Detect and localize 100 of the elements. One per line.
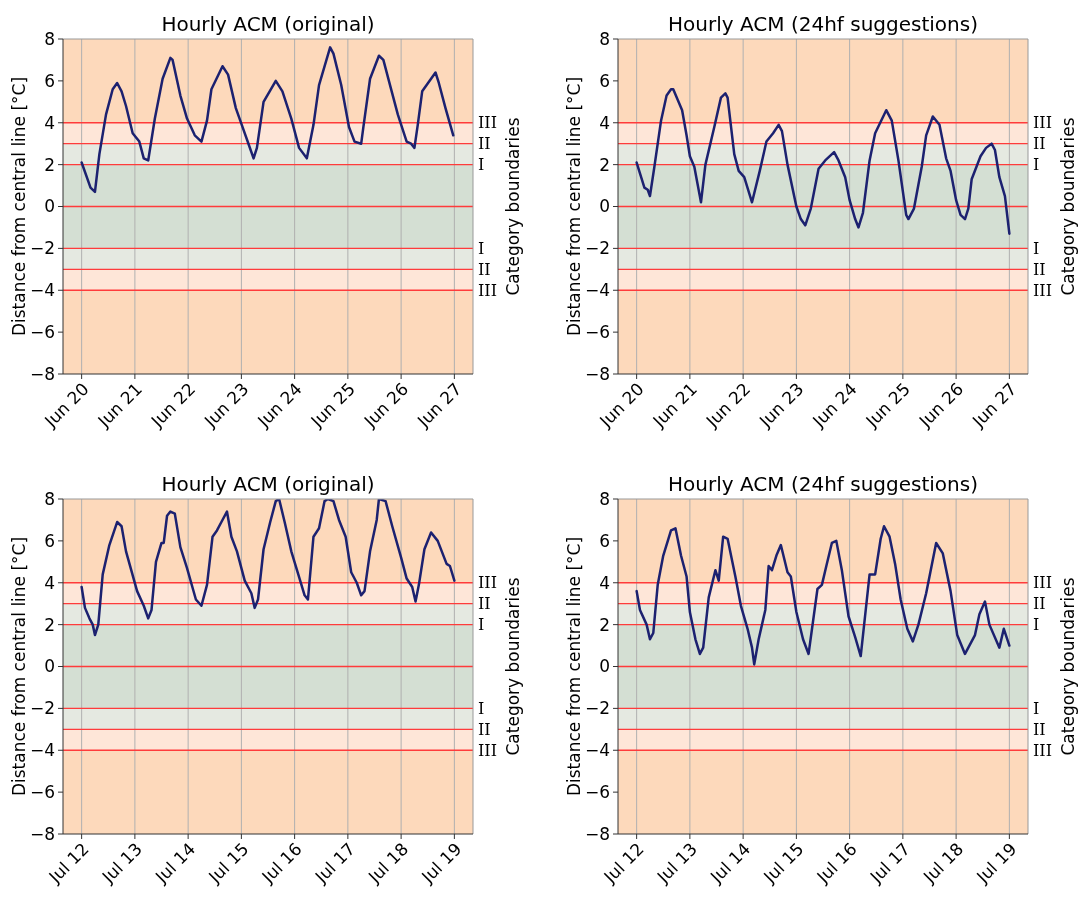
x-tick-label: Jul 19 (416, 838, 466, 888)
x-tick-label: Jul 19 (971, 838, 1021, 888)
y-tick-label: −4 (584, 280, 610, 301)
ref-line-label: II (1033, 594, 1046, 614)
ref-line-label: I (478, 155, 485, 175)
y-axis-title: Distance from central line [°C] (9, 76, 29, 337)
ref-line-label: II (1033, 134, 1046, 154)
ref-line-label: III (1033, 573, 1052, 593)
ref-line-label: III (478, 740, 497, 760)
ref-line-label: III (478, 573, 497, 593)
x-tick-label: Jun 22 (146, 378, 200, 432)
x-tick-label: Jul 13 (97, 838, 146, 888)
y-tick-label: 4 (599, 112, 610, 133)
y-tick-label: 4 (44, 112, 55, 133)
y-tick-label: −6 (584, 782, 610, 803)
y-tick-label: −6 (29, 322, 55, 343)
y-tick-label: −4 (584, 740, 610, 761)
ref-line-label: III (1033, 280, 1052, 300)
x-tick-label: Jul 15 (203, 838, 253, 888)
ref-line-label: II (1033, 719, 1046, 739)
x-tick-label: Jun 23 (754, 378, 808, 432)
ref-line-label: I (478, 698, 485, 718)
x-tick-label: Jun 25 (306, 378, 359, 432)
ref-line-label: II (1033, 259, 1046, 279)
y-tick-label: 2 (44, 614, 55, 635)
x-tick-label: Jun 24 (252, 378, 306, 432)
y-tick-label: 6 (599, 530, 610, 551)
y-tick-label: 0 (44, 656, 55, 677)
y-tick-label: 0 (599, 656, 610, 677)
x-tick-label: Jun 26 (914, 378, 968, 432)
x-tick-label: Jul 17 (310, 838, 359, 888)
ref-line-label: III (478, 280, 497, 300)
x-tick-label: Jul 15 (758, 838, 808, 888)
x-tick-label: Jun 23 (199, 378, 253, 432)
y-tick-label: 6 (599, 70, 610, 91)
x-tick-label: Jun 27 (967, 378, 1021, 432)
x-tick-label: Jul 16 (812, 838, 861, 888)
y-tick-label: −8 (584, 823, 610, 844)
x-tick-label: Jun 25 (861, 378, 914, 432)
y-tick-label: −8 (584, 363, 610, 384)
y-tick-label: −6 (29, 782, 55, 803)
ref-line-label: I (478, 615, 485, 635)
y-tick-label: −2 (584, 238, 610, 259)
x-tick-label: Jul 18 (918, 838, 968, 888)
y-axis-title: Distance from central line [°C] (9, 536, 29, 797)
y-axis-title: Distance from central line [°C] (564, 536, 584, 797)
x-tick-label: Jun 26 (359, 378, 413, 432)
y-tick-label: −8 (29, 363, 55, 384)
ref-line-label: II (478, 594, 491, 614)
y-tick-label: 8 (599, 488, 610, 509)
y-tick-label: 0 (44, 196, 55, 217)
x-tick-label: Jun 22 (701, 378, 755, 432)
chart-title: Hourly ACM (original) (161, 12, 375, 36)
y-tick-label: 8 (44, 488, 55, 509)
chart-title: Hourly ACM (24hf suggestions) (668, 12, 978, 36)
x-tick-label: Jul 13 (652, 838, 701, 888)
y-axis-title: Distance from central line [°C] (564, 76, 584, 337)
x-tick-label: Jul 14 (150, 838, 200, 888)
y-tick-label: −2 (29, 238, 55, 259)
ref-line-label: III (1033, 740, 1052, 760)
y-tick-label: 8 (599, 28, 610, 49)
y2-axis-title: Category boundaries (1057, 117, 1078, 296)
x-tick-label: Jul 17 (865, 838, 914, 888)
x-tick-label: Jun 21 (93, 378, 146, 432)
x-tick-label: Jun 24 (807, 378, 861, 432)
y-tick-label: 0 (599, 196, 610, 217)
y-tick-label: 6 (44, 70, 55, 91)
ref-line-label: I (1033, 238, 1040, 258)
y-tick-label: −4 (29, 740, 55, 761)
chart-title: Hourly ACM (original) (161, 472, 375, 496)
ref-line-label: I (1033, 698, 1040, 718)
ref-line-label: III (1033, 113, 1052, 133)
ref-line-label: I (1033, 615, 1040, 635)
y-tick-label: 4 (599, 572, 610, 593)
y-tick-label: −6 (584, 322, 610, 343)
x-tick-label: Jun 27 (412, 378, 466, 432)
x-tick-label: Jul 14 (705, 838, 755, 888)
ref-line-label: II (478, 719, 491, 739)
y-tick-label: 2 (599, 614, 610, 635)
y-tick-label: 2 (44, 154, 55, 175)
y-tick-label: 4 (44, 572, 55, 593)
y2-axis-title: Category boundaries (1057, 577, 1078, 756)
ref-line-label: I (478, 238, 485, 258)
x-tick-label: Jul 16 (257, 838, 306, 888)
y2-axis-title: Category boundaries (502, 577, 523, 756)
chart-title: Hourly ACM (24hf suggestions) (668, 472, 978, 496)
ref-line-label: II (478, 134, 491, 154)
ref-line-label: III (478, 113, 497, 133)
y2-axis-title: Category boundaries (502, 117, 523, 296)
ref-line-label: I (1033, 155, 1040, 175)
x-tick-label: Jul 18 (363, 838, 413, 888)
y-tick-label: −2 (584, 698, 610, 719)
x-tick-label: Jun 21 (648, 378, 701, 432)
y-tick-label: 2 (599, 154, 610, 175)
ref-line-label: II (478, 259, 491, 279)
y-tick-label: −4 (29, 280, 55, 301)
y-tick-label: −8 (29, 823, 55, 844)
y-tick-label: 8 (44, 28, 55, 49)
y-tick-label: 6 (44, 530, 55, 551)
y-tick-label: −2 (29, 698, 55, 719)
